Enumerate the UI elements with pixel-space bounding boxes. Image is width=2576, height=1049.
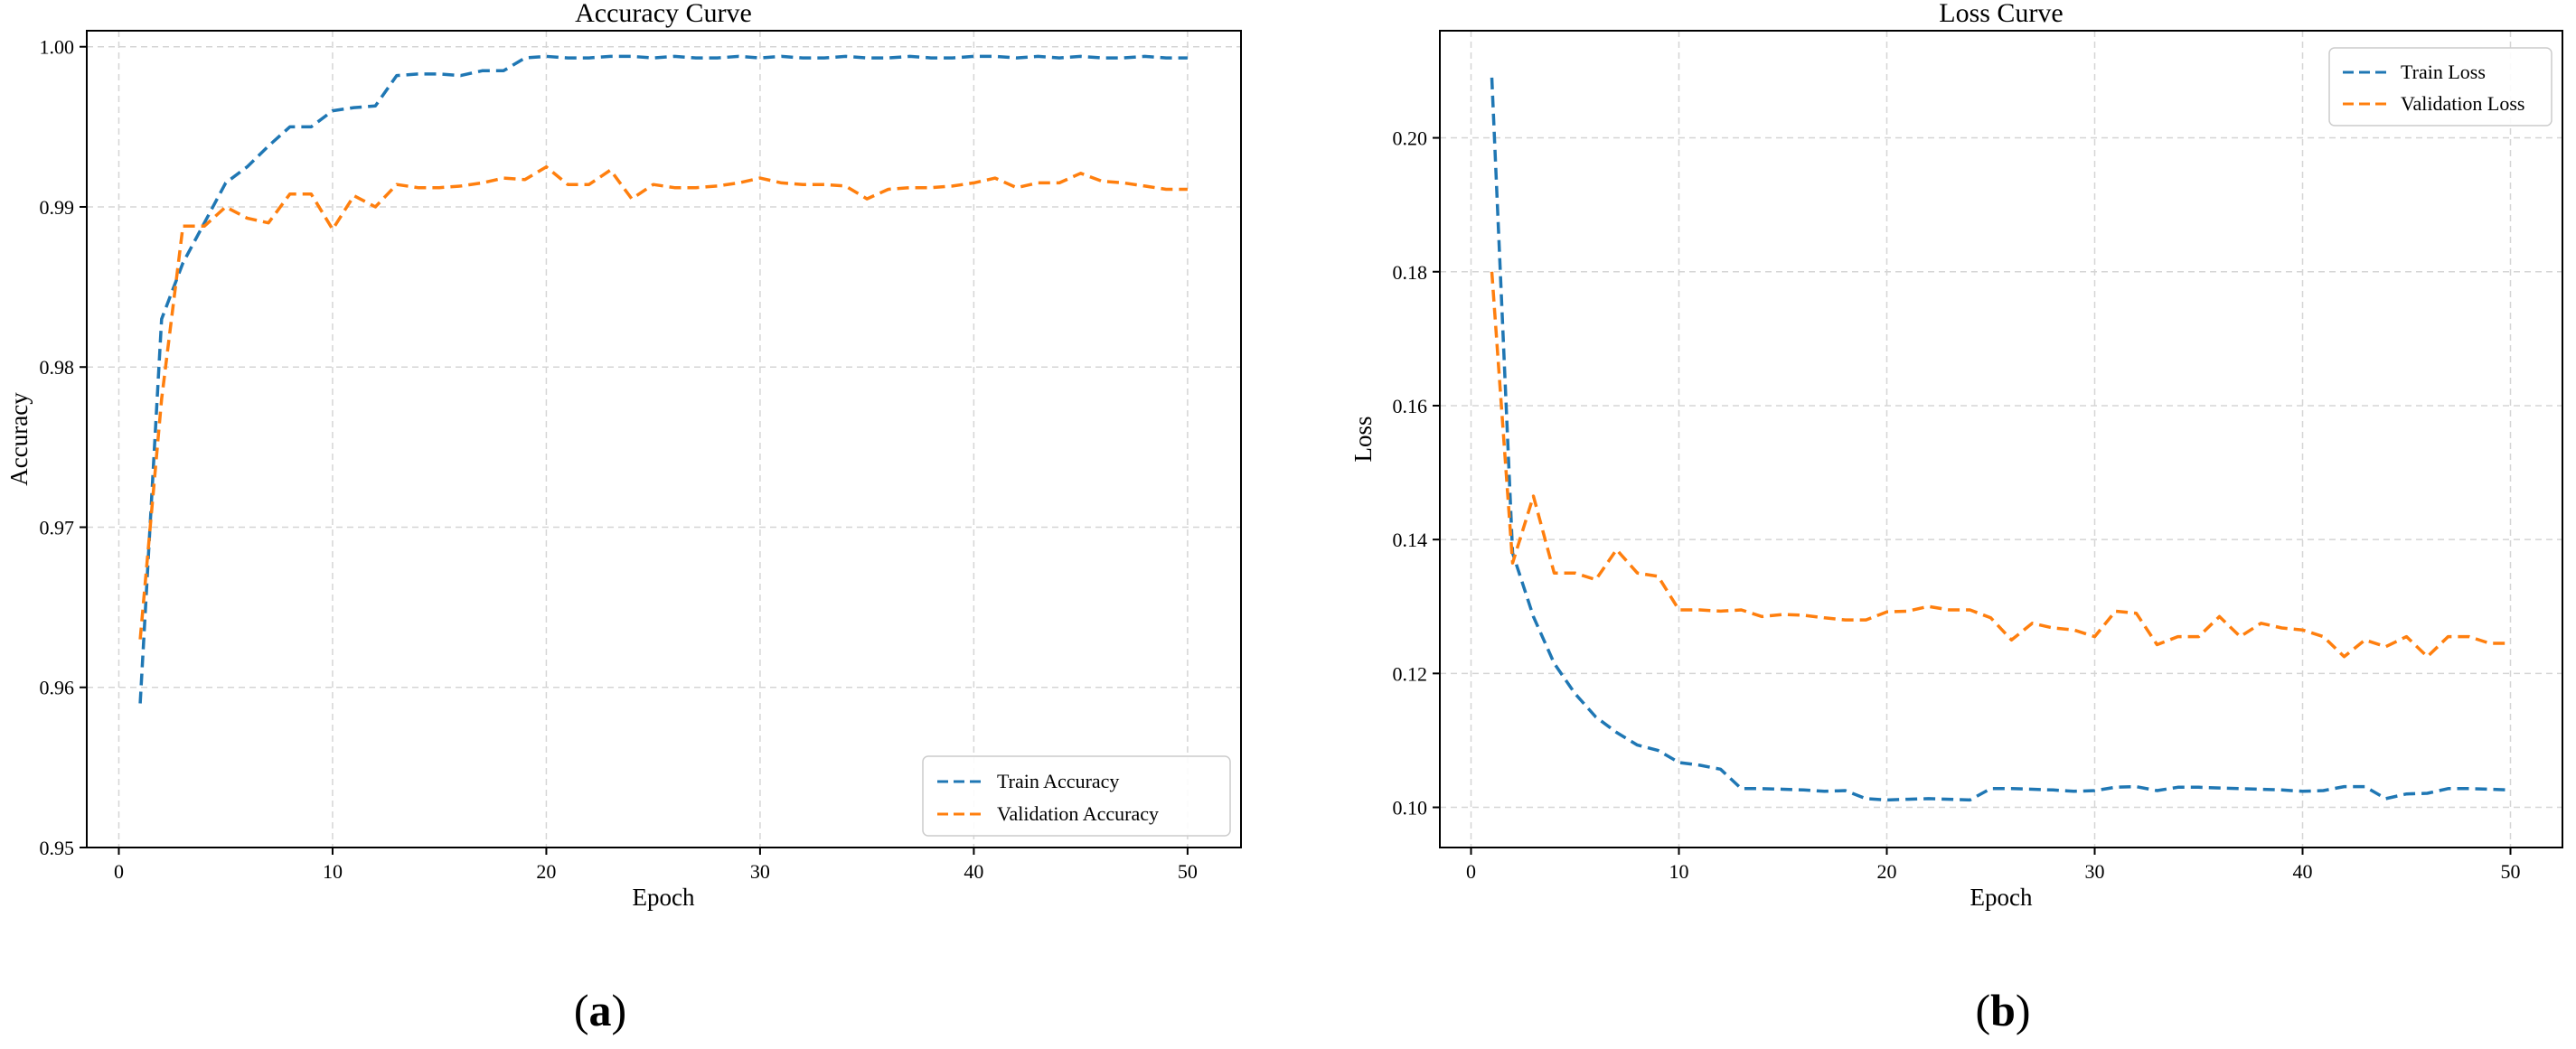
accuracy-chart: 0 10 20 30 40 50 0.95 0.96 0.97 0.98 0.99 1.00 Acc… (5, 0, 1242, 1035)
panel-label-b: (b) (1975, 985, 2030, 1035)
accuracy-x-tick-label-20: 20 (536, 860, 556, 883)
accuracy-legend: Train Accuracy Validation Accuracy (922, 755, 1231, 837)
loss-x-tick-label-40: 40 (2293, 860, 2313, 883)
accuracy-series (138, 54, 1188, 704)
loss-title: Loss Curve (1939, 0, 2064, 28)
loss-y-axis-label: Loss (1349, 416, 1377, 462)
loss-x-ticks: 0 10 20 30 40 50 (1466, 848, 2521, 883)
loss-y-tick-label-1: 0.12 (1393, 662, 1428, 685)
loss-legend-box (2328, 47, 2552, 126)
accuracy-x-tick-label-10: 10 (323, 860, 343, 883)
accuracy-y-tick-label-0: 0.95 (40, 837, 75, 859)
accuracy-y-axis-label: Accuracy (5, 392, 33, 486)
loss-series-validation-line (1490, 271, 2511, 659)
loss-y-tick-label-0: 0.10 (1393, 797, 1428, 820)
loss-y-tick-label-2: 0.14 (1393, 529, 1428, 551)
panel-label-a: (a) (574, 985, 626, 1035)
loss-x-tick-label-0: 0 (1466, 860, 1476, 883)
loss-series (1490, 77, 2511, 802)
loss-y-ticks: 0.10 0.12 0.14 0.16 0.18 0.20 (1393, 127, 1440, 820)
accuracy-legend-label-train: Train Accuracy (997, 770, 1119, 792)
accuracy-x-tick-label-40: 40 (964, 860, 983, 883)
loss-x-tick-label-20: 20 (1877, 860, 1897, 883)
accuracy-series-train-line (138, 54, 1188, 704)
loss-legend-label-train: Train Loss (2401, 61, 2486, 83)
loss-x-tick-label-50: 50 (2501, 860, 2521, 883)
accuracy-y-ticks: 0.95 0.96 0.97 0.98 0.99 1.00 (40, 36, 87, 859)
accuracy-title: Accuracy Curve (575, 0, 752, 28)
accuracy-x-tick-label-0: 0 (114, 860, 124, 883)
accuracy-x-tick-label-50: 50 (1178, 860, 1198, 883)
accuracy-plot-frame (86, 30, 1242, 848)
accuracy-x-tick-label-30: 30 (750, 860, 770, 883)
accuracy-y-tick-label-1: 0.96 (40, 677, 75, 699)
accuracy-legend-box (922, 755, 1231, 837)
accuracy-x-ticks: 0 10 20 30 40 50 (114, 848, 1198, 883)
loss-series-train-line (1490, 77, 2511, 802)
loss-y-tick-label-3: 0.16 (1393, 395, 1428, 417)
accuracy-x-axis-label: Epoch (633, 884, 695, 911)
loss-y-tick-label-5: 0.20 (1393, 127, 1428, 150)
loss-x-axis-label: Epoch (1970, 884, 2033, 911)
loss-y-tick-label-4: 0.18 (1393, 261, 1428, 284)
accuracy-series-validation-line (138, 164, 1188, 640)
loss-legend-label-validation: Validation Loss (2401, 92, 2525, 115)
loss-x-tick-label-30: 30 (2085, 860, 2105, 883)
accuracy-y-tick-label-4: 0.99 (40, 196, 75, 219)
accuracy-y-tick-label-5: 1.00 (40, 36, 75, 59)
accuracy-y-tick-label-3: 0.98 (40, 356, 75, 379)
accuracy-y-tick-label-2: 0.97 (40, 516, 75, 539)
loss-plot-frame (1439, 30, 2563, 848)
accuracy-legend-label-validation: Validation Accuracy (997, 802, 1159, 825)
loss-x-tick-label-10: 10 (1669, 860, 1689, 883)
loss-grid (1440, 31, 2562, 848)
loss-legend: Train Loss Validation Loss (2328, 47, 2552, 126)
loss-chart: 0 10 20 30 40 50 0.10 0.12 0.14 0.16 0.18 0.20 Los… (1349, 0, 2563, 1035)
